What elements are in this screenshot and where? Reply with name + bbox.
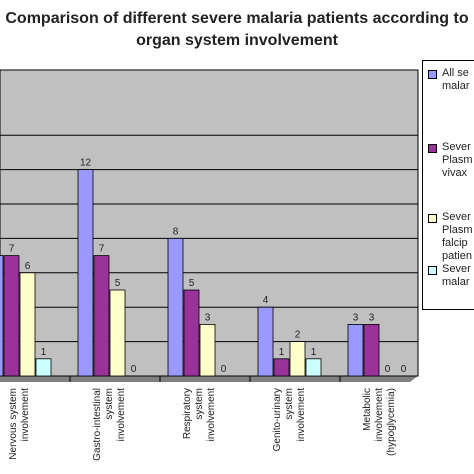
bar <box>347 323 364 377</box>
data-label: 4 <box>263 295 269 306</box>
legend-label-line: All se <box>442 67 469 79</box>
data-label: 7 <box>99 244 105 255</box>
legend-label-line: Sever <box>442 263 471 275</box>
data-label: 0 <box>385 364 391 375</box>
data-label: 1 <box>41 347 47 358</box>
bar <box>199 323 216 377</box>
bar <box>257 306 274 377</box>
bar <box>109 289 126 377</box>
legend-label-line: malar <box>442 276 470 288</box>
bar <box>0 255 4 377</box>
legend-label: Sever Plasm vivax <box>442 141 474 180</box>
bar <box>363 323 380 377</box>
x-tick-label-line: involvement <box>116 388 127 442</box>
bar <box>93 255 110 377</box>
legend-label: Sever malar <box>442 263 474 289</box>
bar <box>305 358 322 377</box>
data-label: 8 <box>173 226 179 237</box>
x-tick-label-line: Genito-urinary <box>272 388 283 451</box>
x-tick-label-line: (hypoglycemia) <box>386 388 397 456</box>
data-label: 6 <box>25 261 31 272</box>
legend-label-line: malar <box>442 80 470 92</box>
legend-swatch <box>428 70 437 79</box>
x-tick-label-line: involvement <box>20 388 31 442</box>
data-label: 5 <box>115 278 121 289</box>
bar <box>35 358 52 377</box>
x-tick-label: Gastro-intestinal system involvement <box>92 388 127 461</box>
bar <box>273 358 290 377</box>
chart-legend: All se malar Sever Plasm vivax Sever Plasm falc… <box>422 60 474 310</box>
legend-label-line: falcip <box>442 237 468 249</box>
data-label: 2 <box>295 330 301 341</box>
data-label: 1 <box>279 347 285 358</box>
x-tick-label-line: Respiratory <box>182 388 193 439</box>
x-tick-label-line: system <box>194 388 205 420</box>
legend-label: Sever Plasm falcip patien <box>442 211 474 263</box>
plot-floor <box>0 376 418 382</box>
data-label: 3 <box>369 312 375 323</box>
data-label: 5 <box>189 278 195 289</box>
chart-title: Comparison of different severe malaria p… <box>0 8 474 52</box>
data-label: 3 <box>353 312 359 323</box>
x-tick-label-line: system <box>284 388 295 420</box>
data-label: 12 <box>80 158 92 169</box>
x-tick-label: Genito-urinary system involvement <box>272 388 307 452</box>
bar <box>289 341 306 377</box>
x-tick-label-line: involvement <box>296 388 307 442</box>
x-tick-label-line: Metabolic <box>362 388 373 431</box>
legend-label-line: Sever <box>442 141 471 153</box>
chart-title-line-1: Comparison of different severe malaria p… <box>5 10 469 27</box>
x-tick-label-line: system <box>104 388 115 420</box>
x-tick-label-line: Gastro-intestinal <box>92 388 103 461</box>
x-tick-label: Metabolic involvement (hypoglycemia) <box>362 388 397 456</box>
legend-swatch <box>428 214 437 223</box>
x-tick-label: Respiratory system involvement <box>182 388 217 442</box>
data-label: 0 <box>131 364 137 375</box>
legend-label-line: Plasm <box>442 154 473 166</box>
bar <box>183 289 200 377</box>
legend-label-line: Sever <box>442 211 471 223</box>
legend-label-line: patien <box>442 250 472 262</box>
bar <box>3 255 20 377</box>
bar <box>19 272 36 377</box>
bar <box>167 237 184 377</box>
data-label: 3 <box>205 312 211 323</box>
chart-title-line-2: organ system involvement <box>136 32 338 49</box>
legend-swatch <box>428 266 437 275</box>
data-label: 7 <box>9 244 15 255</box>
data-label: 1 <box>311 347 317 358</box>
legend-swatch <box>428 144 437 153</box>
x-tick-label-line: involvement <box>374 388 385 442</box>
data-label: 0 <box>401 364 407 375</box>
x-tick-label: Nervous system involvement <box>8 388 31 460</box>
x-tick-label-line: Nervous system <box>8 388 19 460</box>
legend-label-line: vivax <box>442 167 468 179</box>
data-label: 0 <box>221 364 227 375</box>
legend-label-line: Plasm <box>442 224 473 236</box>
legend-label: All se malar <box>442 67 474 93</box>
x-tick-label-line: involvement <box>206 388 217 442</box>
bar <box>77 169 94 377</box>
